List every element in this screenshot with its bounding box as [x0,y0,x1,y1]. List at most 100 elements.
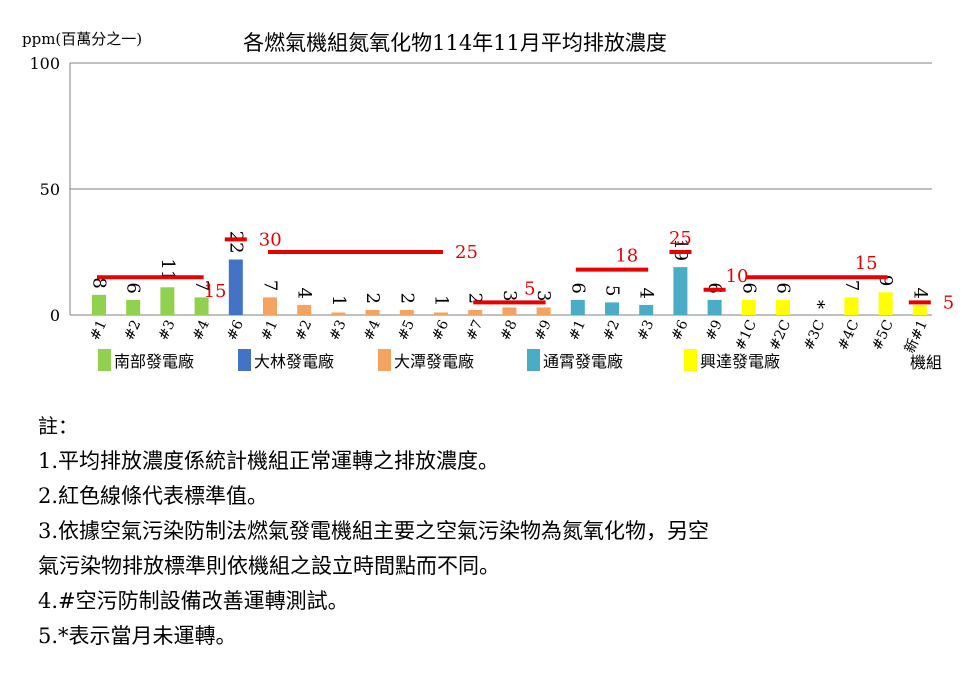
category-label: #2 [292,318,315,343]
notes-section: 註： 1.平均排放濃度係統計機組正常運轉之排放濃度。 2.紅色線條代表標準值。 … [38,412,958,654]
value-label: 7 [191,280,212,291]
bar [673,267,688,315]
value-label: 4 [294,287,315,298]
category-label: #1 [87,318,110,343]
y-tick-label: 50 [40,180,60,199]
bar [228,259,243,315]
standard-label: 18 [615,246,638,267]
legend-label: 通霄發電廠 [543,352,623,371]
category-label: 新#1 [902,318,931,356]
value-label: 6 [738,282,759,293]
legend-label: 興達發電廠 [700,352,780,371]
value-label: 19 [670,238,691,261]
legend-label: 南部發電廠 [114,352,194,371]
notes-heading: 註： [38,414,78,438]
bar [844,297,859,315]
bar [536,307,551,315]
standard-label: 25 [669,228,692,249]
bar [468,309,483,315]
note-line-6: 5.*表示當月未運轉。 [38,624,237,648]
bar [160,287,175,315]
value-label: 4 [636,287,657,298]
bar [434,312,448,315]
category-label: #2 [600,318,623,343]
bar [92,294,106,315]
bar [639,304,654,315]
note-line-5: 4.#空污防制設備改善運轉測試。 [38,589,349,613]
y-axis-label: ppm(百萬分之一) [22,30,142,48]
bar [263,297,277,315]
note-line-2: 2.紅色線條代表標準值。 [38,484,269,508]
standard-label: 25 [455,242,478,263]
value-label: 7 [841,280,862,291]
value-label: 6 [567,282,588,293]
category-label: #3 [155,318,178,343]
bar [126,299,141,315]
legend-swatch [378,349,391,371]
value-label: 1 [328,295,349,306]
category-label: #7 [463,318,486,343]
category-label: #1 [258,318,281,343]
legend-label: 大林發電廠 [254,352,334,371]
bar [912,304,927,315]
standard-label: 10 [726,266,749,287]
note-line-4: 氣污染物排放標準則依機組之設立時間點而不同。 [38,554,500,578]
bar [570,299,585,315]
value-label: 4 [909,287,930,298]
category-label: #9 [532,318,555,343]
value-label: 6 [773,282,794,293]
category-label: #4C [835,318,863,353]
category-label: #3C [801,318,829,353]
legend-swatch [238,349,251,371]
bar [297,304,312,315]
bar [194,297,209,315]
value-label: 8 [89,277,110,288]
chart-title: 各燃氣機組氮氧化物114年11月平均排放濃度 [243,31,667,55]
value-label: 2 [465,293,486,304]
bar [707,299,722,315]
category-label: #6 [668,318,691,344]
value-label: 1 [431,295,452,306]
bar [605,302,619,315]
category-label: #6 [224,318,247,344]
y-tick-label: 0 [50,306,60,325]
standard-label: 15 [204,281,227,302]
category-label: #4 [361,318,384,344]
value-label: * [807,300,828,309]
standard-label: 30 [259,229,282,250]
legend-label: 大潭發電廠 [394,352,474,371]
y-tick-label: 100 [29,54,60,73]
legend-swatch [684,349,697,371]
category-label: #8 [497,318,520,343]
bar [399,309,414,315]
nox-emission-chart: 各燃氣機組氮氧化物114年11月平均排放濃度 ppm(百萬分之一) 0 50 100 8 #… [22,30,954,372]
bar [878,292,893,315]
legend-swatch [527,349,540,371]
value-label: 22 [225,231,246,254]
bar [365,309,380,315]
category-label: #2C [766,318,794,353]
value-label: 3 [533,290,554,301]
category-label: #5C [869,318,897,353]
value-label: 9 [875,275,896,286]
note-line-3: 3.依據空氣污染防制法燃氣發電機組主要之空氣污染物為氮氧化物，另空 [38,519,710,543]
value-label: 6 [123,282,144,293]
legend-swatch [98,349,111,371]
category-label: #1C [732,318,760,353]
value-label: 3 [499,290,520,301]
value-label: 5 [602,285,623,296]
standard-label: 15 [855,253,878,274]
standard-label: 5 [524,278,535,299]
note-line-1: 1.平均排放濃度係統計機組正常運轉之排放濃度。 [38,449,500,473]
value-label: 7 [260,280,281,291]
bar [741,299,756,315]
x-axis-label: 機組 [910,353,942,372]
category-label: #3 [634,318,657,343]
category-label: #9 [703,318,726,343]
value-label: 2 [396,293,417,304]
value-label: 2 [362,293,383,304]
bar [502,307,517,315]
category-label: #2 [121,318,144,343]
category-label: #3 [326,318,349,343]
standard-label: 5 [943,292,954,313]
